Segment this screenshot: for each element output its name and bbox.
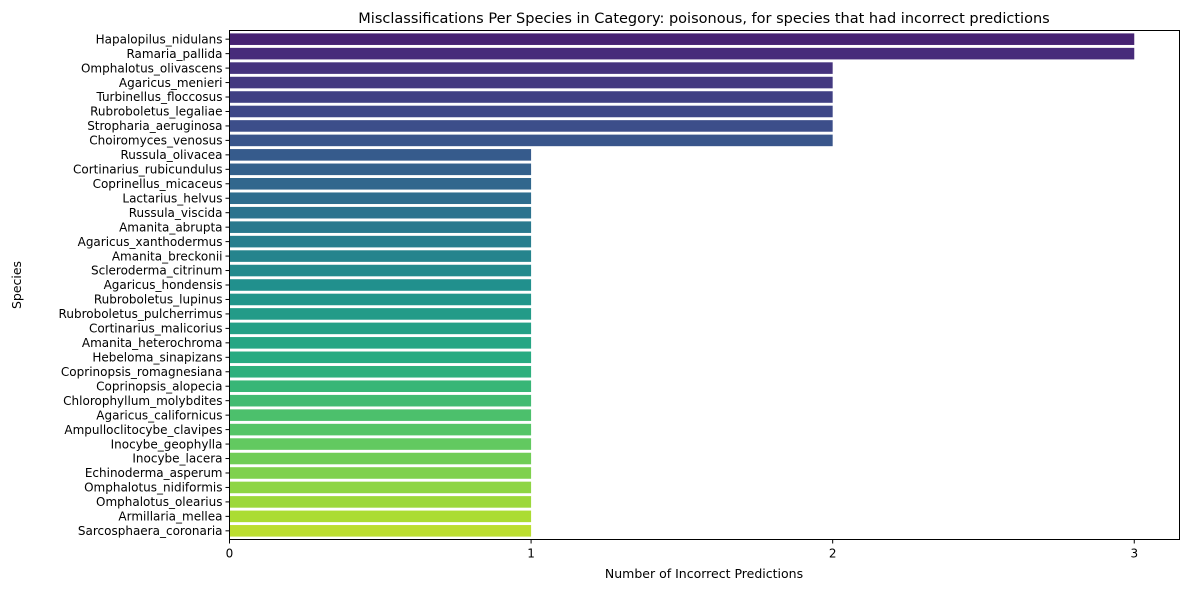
bar <box>229 438 532 450</box>
bar <box>229 481 532 494</box>
y-tick-label: Russula_viscida <box>129 206 223 220</box>
y-tick-label: Lactarius_helvus <box>122 191 222 205</box>
bar <box>229 351 532 364</box>
bars-group <box>229 33 1135 537</box>
y-tick-label: Cortinarius_malicorius <box>89 322 223 336</box>
bar <box>229 510 532 523</box>
y-tick-label: Chlorophyllum_molybdites <box>63 394 222 408</box>
bar <box>229 221 532 233</box>
y-tick-label: Russula_olivacea <box>121 148 223 162</box>
y-tick-label: Amanita_heterochroma <box>82 336 223 350</box>
bar <box>229 496 532 508</box>
bar <box>229 250 532 262</box>
y-axis-label: Species <box>9 261 24 309</box>
bar <box>229 134 833 147</box>
x-tick-label: 0 <box>226 547 234 561</box>
bar <box>229 206 532 219</box>
bar <box>229 365 532 378</box>
y-tick-label: Rubroboletus_pulcherrimus <box>59 307 223 321</box>
y-tick-label: Rubroboletus_lupinus <box>94 293 223 307</box>
y-tick-label: Agaricus_hondensis <box>104 278 223 292</box>
y-tick-labels: Hapalopilus_nidulansRamaria_pallidaOmpha… <box>59 32 230 538</box>
y-tick-label: Coprinopsis_alopecia <box>96 379 222 393</box>
bar <box>229 33 1135 45</box>
x-tick-label: 2 <box>829 547 837 561</box>
y-tick-label: Inocybe_geophylla <box>111 437 223 451</box>
bar <box>229 380 532 393</box>
bar <box>229 177 532 190</box>
x-axis-label: Number of Incorrect Predictions <box>605 566 803 581</box>
y-tick-label: Coprinopsis_romagnesiana <box>61 365 223 379</box>
y-tick-label: Coprinellus_micaceus <box>93 177 223 191</box>
y-tick-label: Inocybe_lacera <box>132 452 222 466</box>
y-tick-label: Echinoderma_asperum <box>85 466 223 480</box>
y-tick-label: Sarcosphaera_coronaria <box>78 524 223 538</box>
y-tick-label: Choiromyces_venosus <box>89 134 222 148</box>
x-tick-label: 1 <box>527 547 535 561</box>
y-tick-label: Agaricus_californicus <box>96 408 222 422</box>
y-tick-label: Scleroderma_citrinum <box>91 264 223 278</box>
bar <box>229 76 833 89</box>
y-tick-label: Amanita_abrupta <box>119 220 222 234</box>
y-tick-label: Ampulloclitocybe_clavipes <box>64 423 222 437</box>
bar <box>229 279 532 291</box>
bar <box>229 308 532 320</box>
bar <box>229 525 532 537</box>
bar <box>229 337 532 349</box>
bar <box>229 452 532 465</box>
y-tick-label: Omphalotus_nidiformis <box>84 481 222 495</box>
bar <box>229 47 1135 60</box>
y-tick-label: Turbinellus_floccosus <box>95 90 222 104</box>
bar <box>229 322 532 335</box>
y-tick-label: Armillaria_mellea <box>118 510 222 524</box>
y-tick-label: Omphalotus_olearius <box>96 495 223 509</box>
chart-title: Misclassifications Per Species in Catego… <box>358 11 1049 27</box>
bar <box>229 264 532 277</box>
bar <box>229 163 532 176</box>
x-ticks: 0 1 2 3 <box>226 539 1138 561</box>
bar <box>229 423 532 436</box>
bar <box>229 91 833 103</box>
y-tick-label: Ramaria_pallida <box>126 47 222 61</box>
bar <box>229 105 833 118</box>
bar <box>229 192 532 205</box>
y-tick-label: Rubroboletus_legaliae <box>90 105 222 119</box>
plot-frame <box>229 30 1180 540</box>
y-tick-label: Omphalotus_olivascens <box>81 61 223 75</box>
y-tick-label: Hapalopilus_nidulans <box>96 32 223 46</box>
y-tick-label: Agaricus_menieri <box>119 76 223 90</box>
y-tick-label: Agaricus_xanthodermus <box>78 235 223 249</box>
bar <box>229 235 532 248</box>
bar <box>229 394 532 407</box>
bar <box>229 467 532 479</box>
y-tick-label: Cortinarius_rubicundulus <box>73 163 223 177</box>
y-tick-label: Amanita_breckonii <box>112 249 223 263</box>
bar <box>229 62 833 74</box>
bar <box>229 120 833 132</box>
bar <box>229 293 532 306</box>
x-tick-label: 3 <box>1130 547 1138 561</box>
y-tick-label: Stropharia_aeruginosa <box>87 119 222 133</box>
bar <box>229 409 532 421</box>
y-tick-label: Hebeloma_sinapizans <box>92 351 222 365</box>
bar <box>229 149 532 161</box>
